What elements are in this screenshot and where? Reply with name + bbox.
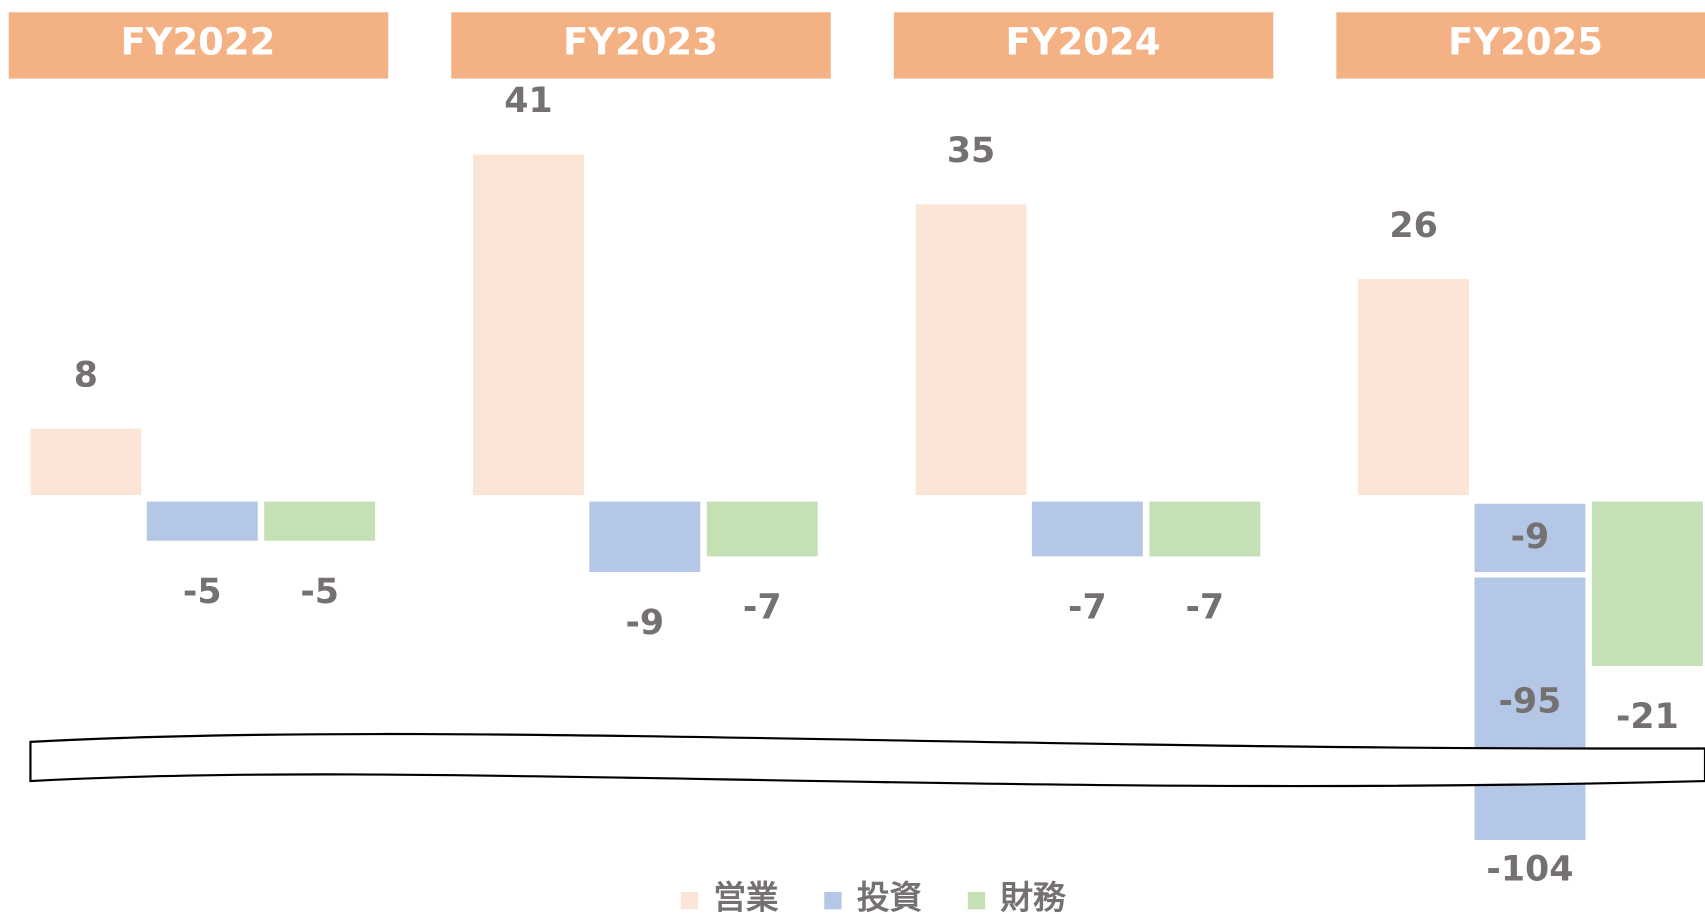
category-label: FY2024 bbox=[1006, 20, 1161, 63]
legend-swatch bbox=[680, 891, 699, 910]
category-header bbox=[893, 12, 1274, 79]
bar-segment bbox=[1474, 503, 1586, 573]
legend-swatch bbox=[824, 891, 842, 910]
category-label: FY2022 bbox=[120, 20, 275, 63]
segment-label: -95 bbox=[1499, 682, 1562, 722]
bar bbox=[1358, 279, 1470, 496]
axis-break bbox=[29, 732, 1705, 788]
data-label: 41 bbox=[504, 81, 552, 121]
category-label: FY2023 bbox=[563, 20, 718, 63]
data-label: -5 bbox=[300, 572, 339, 612]
data-label: 8 bbox=[74, 355, 98, 395]
bar bbox=[1149, 501, 1261, 557]
legend-label: 財務 bbox=[1000, 879, 1067, 914]
data-label: -7 bbox=[1068, 588, 1107, 628]
data-label: 26 bbox=[1389, 206, 1437, 246]
bar bbox=[915, 204, 1027, 496]
bar bbox=[1031, 501, 1143, 557]
segment-label: -9 bbox=[1511, 517, 1550, 557]
legend-label: 投資 bbox=[857, 879, 922, 914]
bar-segment bbox=[1474, 577, 1586, 840]
legend-swatch bbox=[967, 891, 986, 910]
data-label: -21 bbox=[1616, 697, 1679, 737]
bar bbox=[706, 501, 818, 557]
category-label: FY2025 bbox=[1448, 20, 1603, 63]
data-label: -104 bbox=[1486, 849, 1573, 889]
data-label: -9 bbox=[625, 603, 664, 643]
bar bbox=[589, 501, 701, 573]
data-label: 35 bbox=[947, 131, 995, 171]
data-label: -7 bbox=[1185, 588, 1224, 628]
category-header bbox=[451, 12, 831, 79]
bars bbox=[30, 154, 1703, 840]
category-header bbox=[8, 12, 389, 79]
bar bbox=[264, 501, 376, 541]
bar bbox=[1591, 501, 1703, 666]
data-label: -7 bbox=[743, 588, 782, 628]
category-header bbox=[1336, 12, 1705, 79]
bar bbox=[473, 154, 584, 496]
legend-label: 営業 bbox=[713, 879, 779, 914]
bar bbox=[30, 428, 142, 496]
bar bbox=[146, 501, 258, 541]
data-label: -5 bbox=[183, 572, 222, 612]
